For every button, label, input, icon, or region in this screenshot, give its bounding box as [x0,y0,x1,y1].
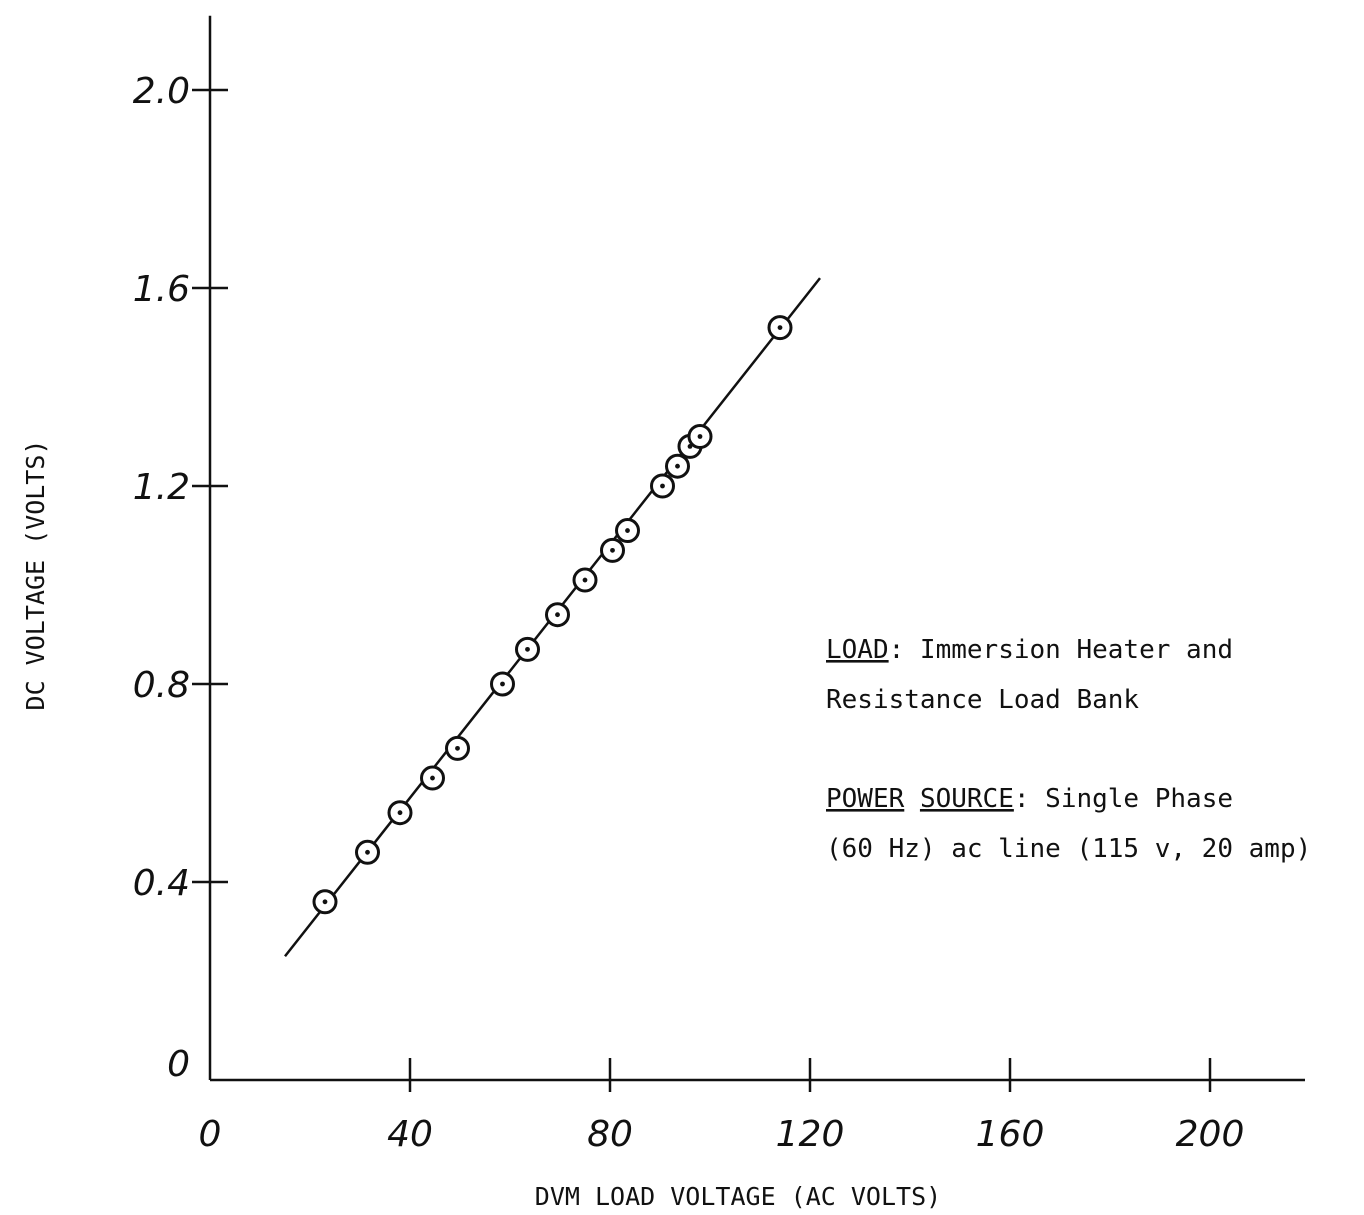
load-text-2: Resistance Load Bank [826,685,1139,715]
data-point [572,567,598,593]
x-tick-label: 160 [976,1114,1045,1155]
y-tick-label: 0.8 [133,665,190,706]
data-point [665,453,690,479]
y-tick-label: 1.6 [133,269,190,310]
power-text-2: (60 Hz) ac line (115 v, 20 amp) [826,834,1311,864]
data-point [420,765,445,791]
load-text-1: : Immersion Heater and [889,635,1233,665]
data-point [615,518,640,544]
annotation-line: POWER SOURCE: Single Phase [826,784,1233,814]
space [904,784,920,814]
data-points [312,315,793,915]
load-label: LOAD [826,635,889,665]
x-tick-label: 80 [587,1114,633,1155]
annotation-line: LOAD: Immersion Heater and [826,635,1233,665]
annotation-power-source: POWER SOURCE: Single Phase (60 Hz) ac li… [826,784,1311,864]
data-point-dot [525,646,530,652]
x-tick-label: 120 [776,1114,845,1155]
data-point-dot [455,745,460,751]
power-text-1: : Single Phase [1014,784,1233,814]
y-axis-title: DC VOLTAGE (VOLTS) [21,440,50,711]
y-tick-label: 0 [167,1044,190,1085]
data-point [600,537,625,563]
x-tick-label: 200 [1176,1114,1245,1155]
data-point-dot [660,483,665,489]
power-label: POWER [826,784,905,814]
data-point-dot [500,681,505,687]
data-point-dot [582,577,588,583]
y-tick-label: 0.4 [133,863,190,904]
y-tick-label: 1.2 [133,467,190,508]
data-point [445,735,470,761]
data-point [387,800,413,826]
data-point [687,424,713,449]
data-point-dot [365,849,370,855]
annotation-load: LOAD: Immersion Heater and Resistance Lo… [826,635,1233,715]
x-axis-title: DVM LOAD VOLTAGE (AC VOLTS) [535,1182,941,1211]
source-label: SOURCE [920,784,1014,814]
data-point [312,889,338,915]
data-point-dot [397,810,403,816]
data-point-dot [610,547,615,553]
data-point [355,839,380,865]
data-point [490,671,515,697]
data-point-dot [675,463,680,469]
data-point [515,636,540,662]
y-ticks: 0 0.4 0.8 1.2 1.6 2.0 [133,71,228,1085]
data-point [545,602,570,628]
axes [208,15,1305,1082]
x-ticks: 0 40 80 120 160 200 [199,1058,1245,1155]
data-point-dot [555,612,560,618]
data-point [767,315,793,341]
y-tick-label: 2.0 [133,71,190,112]
data-point-dot [625,528,630,533]
data-point-dot [777,325,783,330]
data-point [650,473,675,499]
data-point-dot [430,775,435,781]
x-tick-label: 40 [387,1114,433,1155]
data-point-dot [322,899,328,905]
x-tick-label: 0 [199,1114,222,1155]
data-point-dot [697,434,703,439]
